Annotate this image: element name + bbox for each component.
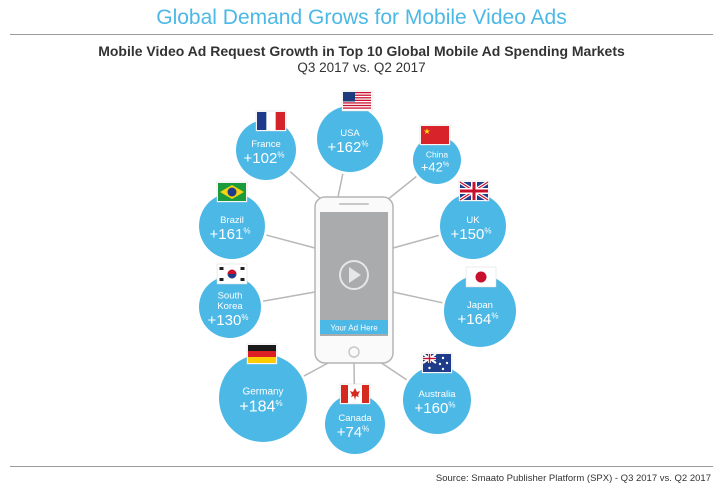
growth-value: +162% [328, 139, 369, 156]
bubble-australia [403, 366, 471, 434]
connectors [260, 169, 445, 395]
ad-banner-label: Your Ad Here [330, 324, 378, 333]
bubble-south-korea [199, 276, 261, 338]
flag-canada-icon [339, 383, 371, 405]
flag-germany-icon [246, 343, 278, 365]
bubble-japan [444, 275, 516, 347]
bubble-germany [219, 354, 307, 442]
connector-brazil [263, 233, 316, 249]
ad-banner [320, 320, 388, 334]
bubble-france [236, 120, 296, 180]
growth-value: +130% [208, 312, 249, 329]
flag-australia-icon [421, 352, 453, 374]
bubble-china [413, 136, 461, 184]
connector-australia [379, 361, 410, 382]
connector-uk [392, 234, 442, 249]
growth-value: +164% [458, 311, 499, 328]
chart-subtitle: Mobile Video Ad Request Growth in Top 10… [98, 43, 625, 59]
flag-france-icon [255, 110, 287, 132]
flag-south-korea-icon [216, 263, 248, 285]
flag-uk-icon [458, 180, 490, 202]
country-label: France [251, 139, 281, 150]
source-note: Source: Smaato Publisher Platform (SPX) … [435, 473, 711, 484]
connector-usa [337, 171, 345, 198]
flag-usa-icon [341, 90, 373, 112]
flag-japan-icon [465, 266, 497, 288]
growth-value: +42% [421, 159, 449, 174]
home-button-icon [348, 346, 360, 358]
market-australia: Australia+160% [400, 352, 474, 437]
country-label: USA [340, 128, 360, 139]
market-brazil: Brazil+161% [196, 181, 268, 262]
play-icon [339, 260, 369, 290]
country-label: Australia [419, 389, 457, 400]
country-label: Canada [338, 413, 372, 424]
country-label: UK [466, 215, 480, 226]
connector-france [287, 169, 323, 201]
bubble-uk [440, 193, 506, 259]
country-label: Japan [467, 300, 493, 311]
play-triangle-icon [349, 267, 361, 283]
connector-china [386, 174, 419, 201]
country-label: Korea [217, 301, 243, 312]
market-germany: Germany+184% [216, 343, 310, 445]
market-uk: UK+150% [437, 180, 509, 262]
country-label: South [218, 291, 243, 302]
svg-text:★: ★ [423, 127, 430, 136]
growth-value: +74% [337, 424, 370, 441]
connector-germany [301, 361, 331, 378]
growth-value: +150% [451, 226, 492, 243]
footer-divider [10, 466, 713, 467]
market-usa: USA+162% [314, 90, 386, 175]
chart-period: Q3 2017 vs. Q2 2017 [297, 60, 426, 75]
market-china: China+42% ★ [410, 124, 464, 187]
banner-title: Global Demand Grows for Mobile Video Ads [156, 6, 567, 29]
growth-value: +102% [244, 150, 285, 167]
title-divider [10, 34, 713, 35]
bubble-canada [325, 394, 385, 454]
smartphone: Your Ad Here [314, 196, 394, 364]
market-bubbles: USA+162%France+102% China+42%★Brazil+161%… [196, 90, 519, 457]
connector-japan [392, 291, 445, 305]
country-label: Brazil [220, 215, 244, 226]
market-canada: Canada+74% [322, 383, 388, 457]
country-label: Germany [242, 387, 283, 398]
flag-brazil-icon [216, 181, 248, 203]
bubble-brazil [199, 193, 265, 259]
market-france: France+102% [233, 110, 299, 183]
growth-value: +184% [239, 399, 282, 416]
country-label: China [426, 149, 448, 159]
market-japan: Japan+164% [441, 266, 519, 350]
growth-value: +160% [415, 400, 456, 417]
connector-south-korea [260, 291, 316, 303]
bubble-usa [317, 106, 383, 172]
growth-value: +161% [210, 226, 251, 243]
flag-china-icon: ★ [419, 124, 451, 146]
